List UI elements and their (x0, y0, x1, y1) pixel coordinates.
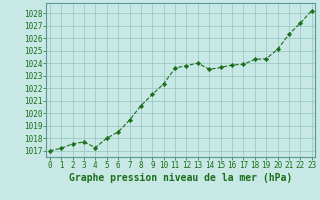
X-axis label: Graphe pression niveau de la mer (hPa): Graphe pression niveau de la mer (hPa) (69, 173, 292, 183)
